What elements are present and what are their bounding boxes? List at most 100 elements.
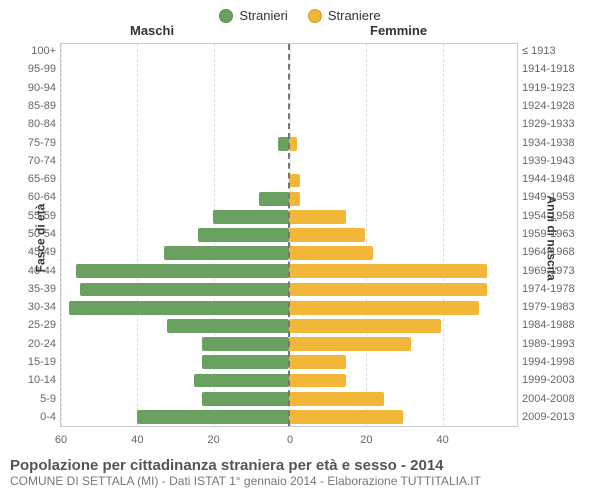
caption: Popolazione per cittadinanza straniera p… (0, 453, 600, 474)
bar-male (164, 246, 289, 260)
birth-year-label: 1914-1918 (522, 63, 575, 75)
birth-year-label: 1979-1983 (522, 301, 575, 313)
half-female (289, 280, 517, 298)
birth-year-label: 1994-1998 (522, 356, 575, 368)
half-male (61, 408, 289, 426)
birth-year-label: ≤ 1913 (522, 45, 556, 57)
half-female (289, 262, 517, 280)
age-label: 75-79 (28, 137, 56, 149)
age-label: 80-84 (28, 118, 56, 130)
half-male (61, 317, 289, 335)
age-label: 45-49 (28, 246, 56, 258)
bar-female (289, 355, 346, 369)
age-label: 65-69 (28, 173, 56, 185)
half-female (289, 317, 517, 335)
half-male (61, 299, 289, 317)
age-label: 50-54 (28, 228, 56, 240)
bar-male (202, 392, 289, 406)
birth-year-label: 2009-2013 (522, 411, 575, 423)
birth-year-label: 1974-1978 (522, 283, 575, 295)
subcaption: COMUNE DI SETTALA (MI) - Dati ISTAT 1° g… (0, 474, 600, 494)
birth-year-label: 1924-1928 (522, 100, 575, 112)
birth-year-label: 1959-1963 (522, 228, 575, 240)
legend: Stranieri Straniere (0, 0, 600, 23)
half-female (289, 117, 517, 135)
age-label: 55-59 (28, 210, 56, 222)
half-male (61, 153, 289, 171)
bar-female (289, 264, 487, 278)
half-male (61, 44, 289, 62)
half-male (61, 262, 289, 280)
age-label: 60-64 (28, 191, 56, 203)
bar-female (289, 210, 346, 224)
half-male (61, 280, 289, 298)
bar-female (289, 374, 346, 388)
legend-item-female: Straniere (308, 8, 381, 23)
half-female (289, 80, 517, 98)
half-female (289, 353, 517, 371)
half-male (61, 99, 289, 117)
bar-male (202, 337, 289, 351)
half-male (61, 135, 289, 153)
age-label: 5-9 (40, 393, 56, 405)
bar-male (69, 301, 289, 315)
bar-female (289, 137, 297, 151)
half-male (61, 335, 289, 353)
half-female (289, 371, 517, 389)
age-label: 85-89 (28, 100, 56, 112)
birth-year-label: 1969-1973 (522, 265, 575, 277)
birth-year-label: 1964-1968 (522, 246, 575, 258)
bar-female (289, 301, 479, 315)
half-male (61, 390, 289, 408)
birth-year-label: 1919-1923 (522, 82, 575, 94)
half-female (289, 44, 517, 62)
bar-male (259, 192, 289, 206)
bar-male (167, 319, 289, 333)
bar-female (289, 392, 384, 406)
x-tick: 0 (287, 434, 293, 446)
half-male (61, 226, 289, 244)
half-female (289, 299, 517, 317)
bar-female (289, 319, 441, 333)
x-tick: 40 (131, 434, 143, 446)
birth-year-label: 1929-1933 (522, 118, 575, 130)
half-male (61, 371, 289, 389)
header-male: Maschi (130, 23, 174, 38)
x-tick: 20 (208, 434, 220, 446)
half-female (289, 244, 517, 262)
half-male (61, 62, 289, 80)
half-female (289, 408, 517, 426)
x-tick: 40 (437, 434, 449, 446)
half-male (61, 208, 289, 226)
age-label: 70-74 (28, 155, 56, 167)
bar-male (76, 264, 289, 278)
half-female (289, 135, 517, 153)
age-label: 90-94 (28, 82, 56, 94)
legend-item-male: Stranieri (219, 8, 287, 23)
bar-male (194, 374, 289, 388)
birth-year-label: 1954-1958 (522, 210, 575, 222)
legend-label-female: Straniere (328, 8, 381, 23)
age-label: 40-44 (28, 265, 56, 277)
half-female (289, 335, 517, 353)
half-male (61, 171, 289, 189)
bar-female (289, 337, 411, 351)
birth-year-label: 1984-1988 (522, 319, 575, 331)
half-female (289, 390, 517, 408)
birth-year-label: 1999-2003 (522, 374, 575, 386)
bar-male (198, 228, 289, 242)
birth-year-label: 1934-1938 (522, 137, 575, 149)
age-label: 95-99 (28, 63, 56, 75)
half-female (289, 171, 517, 189)
half-male (61, 190, 289, 208)
x-tick: 60 (55, 434, 67, 446)
half-male (61, 80, 289, 98)
half-female (289, 153, 517, 171)
half-male (61, 244, 289, 262)
half-female (289, 226, 517, 244)
bar-male (213, 210, 289, 224)
chart: Maschi Femmine Fasce di età Anni di nasc… (0, 23, 600, 453)
birth-year-label: 1949-1953 (522, 191, 575, 203)
x-tick: 20 (360, 434, 372, 446)
half-female (289, 190, 517, 208)
